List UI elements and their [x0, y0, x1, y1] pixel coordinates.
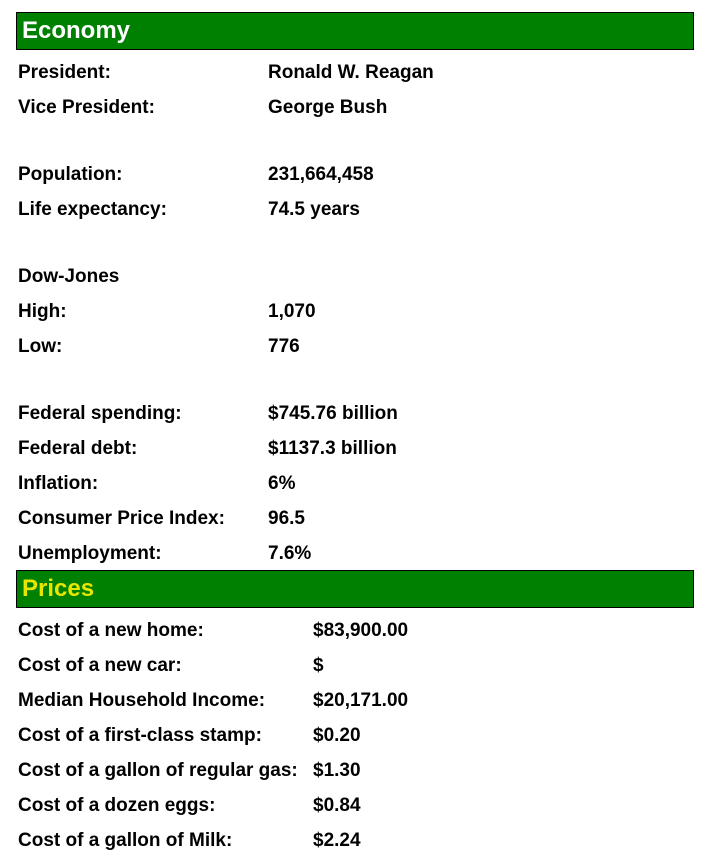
row-eggs: Cost of a dozen eggs: $0.84 [18, 794, 361, 818]
row-value: $ [313, 655, 324, 676]
row-label: Dow-Jones [18, 266, 120, 287]
row-value: 96.5 [268, 508, 305, 529]
row-label: President: [18, 62, 111, 83]
row-label: Cost of a new car: [18, 655, 182, 676]
row-label: Vice President: [18, 97, 155, 118]
row-household-income: Median Household Income: $20,171.00 [18, 689, 408, 713]
row-gas: Cost of a gallon of regular gas: $1.30 [18, 759, 361, 783]
row-milk: Cost of a gallon of Milk: $2.24 [18, 829, 361, 853]
row-label: High: [18, 301, 67, 322]
row-federal-debt: Federal debt: $1137.3 billion [18, 437, 397, 461]
row-value: $1137.3 billion [268, 438, 397, 459]
row-value: Ronald W. Reagan [268, 62, 434, 83]
row-value: $1.30 [313, 760, 361, 781]
row-president: President: Ronald W. Reagan [18, 61, 434, 85]
row-label: Unemployment: [18, 543, 162, 564]
row-value: 1,070 [268, 301, 316, 322]
row-label: Population: [18, 164, 123, 185]
row-value: 7.6% [268, 543, 312, 564]
row-label: Life expectancy: [18, 199, 167, 220]
economy-header: Economy [16, 12, 694, 50]
row-value: $83,900.00 [313, 620, 409, 641]
row-value: $20,171.00 [313, 690, 409, 711]
row-value: $0.84 [313, 795, 361, 816]
row-value: 6% [268, 473, 296, 494]
row-dow-high: High: 1,070 [18, 300, 316, 324]
row-value: $745.76 billion [268, 403, 398, 424]
row-federal-spending: Federal spending: $745.76 billion [18, 402, 398, 426]
row-value: 74.5 years [268, 199, 360, 220]
row-value: $2.24 [313, 830, 361, 851]
row-cpi: Consumer Price Index: 96.5 [18, 507, 305, 531]
row-label: Federal debt: [18, 438, 138, 459]
row-stamp: Cost of a first-class stamp: $0.20 [18, 724, 361, 748]
row-new-home: Cost of a new home: $83,900.00 [18, 619, 408, 643]
row-dow-low: Low: 776 [18, 335, 300, 359]
row-label: Cost of a gallon of regular gas: [18, 760, 298, 781]
row-label: Consumer Price Index: [18, 508, 225, 529]
row-unemployment: Unemployment: 7.6% [18, 542, 311, 566]
row-label: Cost of a new home: [18, 620, 204, 641]
row-vice-president: Vice President: George Bush [18, 96, 387, 120]
row-label: Inflation: [18, 473, 99, 494]
row-life-expectancy: Life expectancy: 74.5 years [18, 198, 360, 222]
row-value: George Bush [268, 97, 388, 118]
row-population: Population: 231,664,458 [18, 163, 374, 187]
row-new-car: Cost of a new car: $ [18, 654, 324, 678]
row-label: Cost of a gallon of Milk: [18, 830, 233, 851]
row-label: Median Household Income: [18, 690, 266, 711]
row-value: 776 [268, 336, 300, 357]
row-inflation: Inflation: 6% [18, 472, 295, 496]
row-label: Federal spending: [18, 403, 182, 424]
row-value: 231,664,458 [268, 164, 374, 185]
row-dow-jones: Dow-Jones [18, 265, 119, 289]
prices-header: Prices [16, 570, 694, 608]
row-label: Low: [18, 336, 63, 357]
row-label: Cost of a dozen eggs: [18, 795, 216, 816]
row-label: Cost of a first-class stamp: [18, 725, 262, 746]
row-value: $0.20 [313, 725, 361, 746]
